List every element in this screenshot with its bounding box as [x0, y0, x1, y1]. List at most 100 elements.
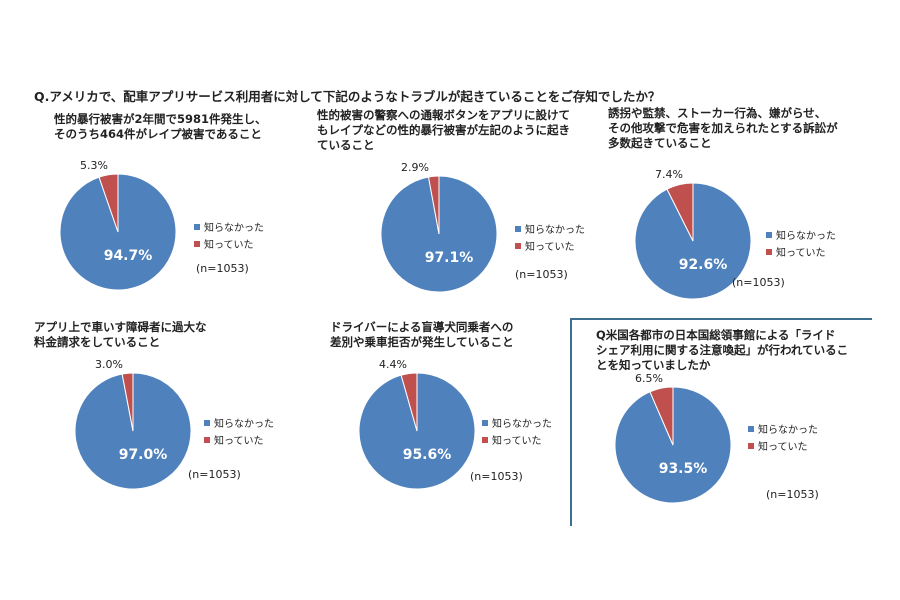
legend-swatch	[194, 224, 200, 230]
pie-slice-known	[98, 173, 119, 233]
legend-label: 知っていた	[214, 436, 264, 447]
legend-item-known: 知っていた	[204, 433, 274, 450]
pie-slice-known	[649, 386, 674, 446]
chart-title-line: そのうち464件がレイプ被害であること	[54, 127, 262, 141]
chart-title-line: Q米国各都市の日本国総領事館による「ライド	[596, 328, 836, 342]
legend-label: 知っていた	[758, 442, 808, 453]
data-label-known: 4.4%	[379, 358, 407, 371]
sample-size: (n=1053)	[188, 468, 241, 481]
legend-item-not-known: 知らなかった	[204, 416, 274, 433]
chart-title-line: 料金請求をしていること	[34, 335, 161, 349]
chart-title-line: ドライバーによる盲導犬同乗者への	[330, 320, 514, 334]
pie-slice-known	[400, 372, 418, 432]
pie-slice-known	[121, 372, 134, 432]
sample-size: (n=1053)	[766, 488, 819, 501]
legend-item-not-known: 知らなかった	[515, 222, 585, 239]
chart-title: アプリ上で車いす障碍者に過大な 料金請求をしていること	[34, 320, 207, 350]
data-label-not-known: 92.6%	[679, 257, 728, 273]
data-label-not-known: 94.7%	[104, 248, 153, 264]
data-label-known: 5.3%	[80, 159, 108, 172]
legend-item-not-known: 知らなかった	[766, 228, 836, 245]
chart-panel-sexual-assault: 性的暴行被害が2年間で5981件発生し、 そのうち464件がレイプ被害であること…	[54, 112, 294, 302]
pie-slice-known	[666, 182, 694, 242]
data-label-not-known: 95.6%	[403, 447, 452, 463]
chart-legend: 知らなかった 知っていた	[482, 416, 552, 450]
pie-chart: 95.6% 4.4%	[358, 358, 476, 490]
pie-chart: 97.1% 2.9%	[380, 161, 498, 293]
legend-label: 知らなかった	[204, 223, 264, 234]
legend-swatch	[515, 226, 521, 232]
chart-title-line: 差別や乗車拒否が発生していること	[330, 335, 514, 349]
survey-question: Q.アメリカで、配車アプリサービス利用者に対して下記のようなトラブルが起きている…	[34, 89, 661, 104]
chart-legend: 知らなかった 知っていた	[204, 416, 274, 450]
sample-size: (n=1053)	[515, 268, 568, 281]
legend-label: 知らなかった	[492, 419, 552, 430]
legend-item-known: 知っていた	[766, 245, 836, 262]
chart-title: ドライバーによる盲導犬同乗者への 差別や乗車拒否が発生していること	[330, 320, 514, 350]
sample-size: (n=1053)	[732, 276, 785, 289]
legend-swatch	[748, 443, 754, 449]
pie-chart: 93.5% 6.5%	[614, 372, 732, 504]
chart-title: 性的被害の警察への通報ボタンをアプリに設けて もレイプなどの性的暴行被害が左記の…	[317, 108, 570, 153]
legend-swatch	[204, 420, 210, 426]
legend-item-known: 知っていた	[748, 439, 818, 456]
data-label-not-known: 97.0%	[119, 447, 168, 463]
legend-label: 知っていた	[204, 240, 254, 251]
chart-panel-consulate-warning: Q米国各都市の日本国総領事館による「ライド シェア利用に関する注意喚起」が行われ…	[596, 328, 866, 518]
legend-item-known: 知っていた	[515, 239, 585, 256]
legend-label: 知らなかった	[776, 231, 836, 242]
legend-swatch	[482, 437, 488, 443]
legend-label: 知っていた	[776, 248, 826, 259]
legend-item-not-known: 知らなかった	[748, 422, 818, 439]
data-label-known: 6.5%	[635, 372, 663, 385]
chart-title-line: とを知っていましたか	[596, 358, 711, 372]
chart-title-line: 誘拐や監禁、ストーカー行為、嫌がらせ、	[608, 106, 827, 120]
legend-swatch	[766, 232, 772, 238]
pie-chart: 94.7% 5.3%	[59, 159, 177, 291]
chart-title-line: 多数起きていること	[608, 136, 712, 150]
legend-swatch	[482, 420, 488, 426]
legend-label: 知らなかった	[758, 425, 818, 436]
chart-title-line: その他攻撃で危害を加えられたとする訴訟が	[608, 121, 838, 135]
sample-size: (n=1053)	[196, 262, 249, 275]
chart-legend: 知らなかった 知っていた	[766, 228, 836, 262]
chart-title-line: もレイプなどの性的暴行被害が左記のように起き	[317, 123, 570, 137]
chart-panel-report-button: 性的被害の警察への通報ボタンをアプリに設けて もレイプなどの性的暴行被害が左記の…	[317, 108, 585, 303]
data-label-known: 3.0%	[95, 358, 123, 371]
chart-panel-lawsuits: 誘拐や監禁、ストーカー行為、嫌がらせ、 その他攻撃で危害を加えられたとする訴訟が…	[608, 106, 878, 306]
data-label-known: 7.4%	[655, 168, 683, 181]
chart-legend: 知らなかった 知っていた	[515, 222, 585, 256]
pie-chart: 92.6% 7.4%	[634, 168, 752, 300]
data-label-not-known: 93.5%	[659, 461, 708, 477]
legend-label: 知っていた	[492, 436, 542, 447]
legend-swatch	[515, 243, 521, 249]
legend-item-not-known: 知らなかった	[482, 416, 552, 433]
legend-swatch	[204, 437, 210, 443]
chart-legend: 知らなかった 知っていた	[194, 220, 264, 254]
legend-item-not-known: 知らなかった	[194, 220, 264, 237]
data-label-not-known: 97.1%	[425, 250, 474, 266]
chart-title: 誘拐や監禁、ストーカー行為、嫌がらせ、 その他攻撃で危害を加えられたとする訴訟が…	[608, 106, 838, 151]
legend-label: 知らなかった	[214, 419, 274, 430]
pie-slice-known	[427, 175, 440, 235]
legend-swatch	[766, 249, 772, 255]
legend-label: 知らなかった	[525, 225, 585, 236]
sample-size: (n=1053)	[470, 470, 523, 483]
chart-legend: 知らなかった 知っていた	[748, 422, 818, 456]
pie-chart: 97.0% 3.0%	[74, 358, 192, 490]
chart-title-line: ていること	[317, 138, 375, 152]
legend-item-known: 知っていた	[194, 237, 264, 254]
chart-title-line: シェア利用に関する注意喚起」が行われているこ	[596, 343, 849, 357]
chart-panel-wheelchair-fares: アプリ上で車いす障碍者に過大な 料金請求をしていること 97.0% 3.0% 知ら…	[34, 320, 294, 520]
consulate-question-box	[570, 318, 872, 526]
chart-title-line: アプリ上で車いす障碍者に過大な	[34, 320, 207, 334]
data-label-known: 2.9%	[401, 161, 429, 174]
chart-title-line: 性的被害の警察への通報ボタンをアプリに設けて	[317, 108, 570, 122]
legend-item-known: 知っていた	[482, 433, 552, 450]
chart-title: Q米国各都市の日本国総領事館による「ライド シェア利用に関する注意喚起」が行われ…	[596, 328, 848, 373]
legend-label: 知っていた	[525, 242, 575, 253]
legend-swatch	[748, 426, 754, 432]
chart-title-line: 性的暴行被害が2年間で5981件発生し、	[54, 112, 267, 126]
legend-swatch	[194, 241, 200, 247]
chart-title: 性的暴行被害が2年間で5981件発生し、 そのうち464件がレイプ被害であること	[54, 112, 267, 142]
